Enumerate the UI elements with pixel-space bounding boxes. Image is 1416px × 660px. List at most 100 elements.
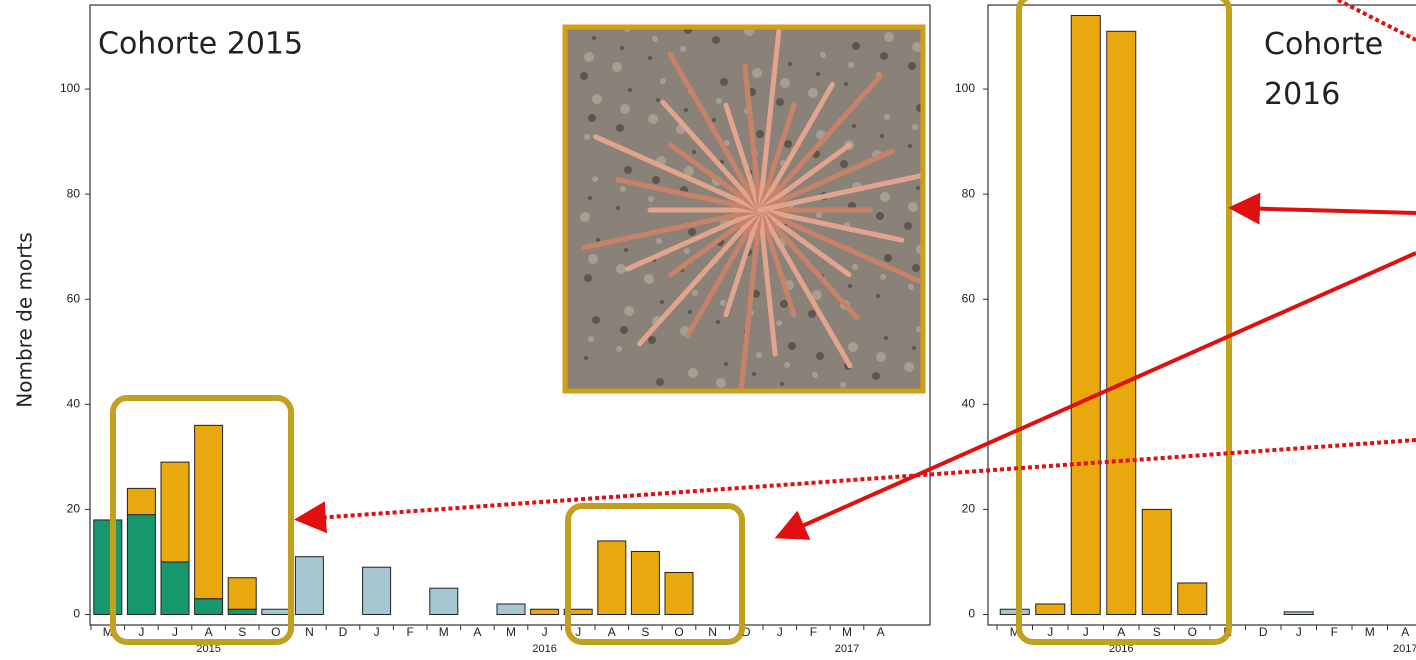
highlight-box bbox=[565, 503, 745, 645]
x-tick-label: A bbox=[1401, 625, 1409, 639]
photo-grain bbox=[780, 300, 788, 308]
photo-grain bbox=[612, 62, 622, 72]
photo-grain bbox=[592, 94, 602, 104]
y-tick-label: 20 bbox=[67, 502, 81, 516]
y-tick-label: 80 bbox=[67, 186, 81, 200]
photo-frame bbox=[562, 24, 926, 394]
x-tick-label: J bbox=[172, 625, 178, 639]
photo-leaf bbox=[667, 51, 763, 213]
photo-grain bbox=[908, 144, 912, 148]
photo-grain bbox=[808, 310, 816, 318]
plot-frame bbox=[89, 4, 931, 626]
highlight-box bbox=[110, 395, 294, 645]
photo-grain bbox=[756, 352, 762, 358]
photo-leaf bbox=[757, 173, 922, 213]
arrow bbox=[774, 251, 1416, 540]
photo-grain bbox=[712, 118, 716, 122]
photo-grain bbox=[624, 166, 632, 174]
photo-grain bbox=[876, 212, 884, 220]
photo-grain bbox=[872, 372, 880, 380]
photo-grain bbox=[656, 238, 662, 244]
photo-grain bbox=[848, 284, 852, 288]
photo-leaf bbox=[593, 134, 763, 213]
bar bbox=[1106, 30, 1137, 615]
x-tick-label: F bbox=[407, 625, 414, 639]
y-tick-label: 40 bbox=[962, 396, 976, 410]
photo-grain bbox=[692, 290, 698, 296]
photo-grain bbox=[848, 342, 858, 352]
photo-grain bbox=[884, 336, 888, 340]
bar bbox=[194, 424, 224, 600]
x-tick-label: F bbox=[810, 625, 817, 639]
photo-grain bbox=[880, 192, 890, 202]
photo-grain bbox=[904, 222, 912, 230]
photo-grain bbox=[780, 382, 784, 386]
photo-grain bbox=[660, 78, 666, 84]
photo-leaf bbox=[723, 207, 763, 318]
y-tick-label: 60 bbox=[962, 291, 976, 305]
x-tick-label: S bbox=[238, 625, 246, 639]
x-tick-label: J bbox=[542, 625, 548, 639]
y-tick-label: 60 bbox=[67, 291, 81, 305]
y-tick-label: 0 bbox=[968, 607, 975, 621]
photo-grain bbox=[808, 88, 818, 98]
photo-grain bbox=[884, 114, 890, 120]
photo-grain bbox=[812, 372, 818, 378]
x-tick-label: O bbox=[271, 625, 280, 639]
bar bbox=[126, 487, 156, 516]
photo-grain bbox=[840, 160, 848, 168]
photo-grain bbox=[912, 124, 918, 130]
photo-leaf bbox=[757, 207, 905, 243]
photo-grain bbox=[588, 114, 596, 122]
photo-grain bbox=[884, 32, 894, 42]
photo-grain bbox=[624, 248, 628, 252]
x-tick-label: J bbox=[1047, 625, 1053, 639]
photo-grain bbox=[616, 206, 620, 210]
photo-grain bbox=[812, 290, 822, 300]
photo-leaf bbox=[757, 207, 853, 369]
year-label: 2017 bbox=[835, 643, 859, 655]
x-tick-label: S bbox=[1153, 625, 1161, 639]
bar bbox=[160, 461, 190, 563]
bar bbox=[1035, 603, 1066, 615]
chart-title: Cohorte 2015 bbox=[98, 27, 303, 62]
photo-grain bbox=[776, 320, 782, 326]
photo-grain bbox=[628, 88, 632, 92]
arrow bbox=[294, 438, 1416, 534]
photo-grain bbox=[916, 186, 920, 190]
photo-leaf bbox=[757, 81, 835, 213]
photo-grain bbox=[584, 274, 592, 282]
bar bbox=[1070, 15, 1101, 615]
photo-leaf bbox=[757, 28, 782, 213]
bar bbox=[1177, 582, 1208, 615]
photo-leaf bbox=[757, 207, 797, 318]
photo-grain bbox=[656, 98, 660, 102]
bar bbox=[664, 571, 694, 615]
arrow bbox=[1228, 192, 1416, 225]
photo-grain bbox=[592, 316, 600, 324]
photo-grain bbox=[652, 36, 658, 42]
photo-grain bbox=[752, 372, 756, 376]
photo-grain bbox=[648, 114, 658, 124]
photo-grain bbox=[912, 264, 920, 272]
photo-grain bbox=[584, 134, 590, 140]
photo-grain bbox=[816, 212, 822, 218]
photo-grain bbox=[648, 196, 654, 202]
photo-leaf bbox=[757, 207, 922, 285]
photo-leaf bbox=[757, 207, 778, 357]
photo-grain bbox=[588, 254, 598, 264]
x-tick-label: N bbox=[708, 625, 717, 639]
photo-grain bbox=[624, 306, 634, 316]
photo-grain bbox=[724, 362, 728, 366]
bar bbox=[999, 608, 1030, 615]
y-tick-label: 100 bbox=[60, 81, 80, 95]
photo-grain bbox=[816, 352, 824, 360]
bar bbox=[496, 603, 526, 615]
photo-grain bbox=[776, 98, 784, 106]
photo-grain bbox=[752, 290, 760, 298]
x-tick-label: D bbox=[1259, 625, 1268, 639]
bar bbox=[1141, 508, 1172, 615]
photo-grain bbox=[652, 176, 660, 184]
photo-leaf bbox=[757, 207, 860, 321]
photo-grain bbox=[780, 78, 790, 88]
